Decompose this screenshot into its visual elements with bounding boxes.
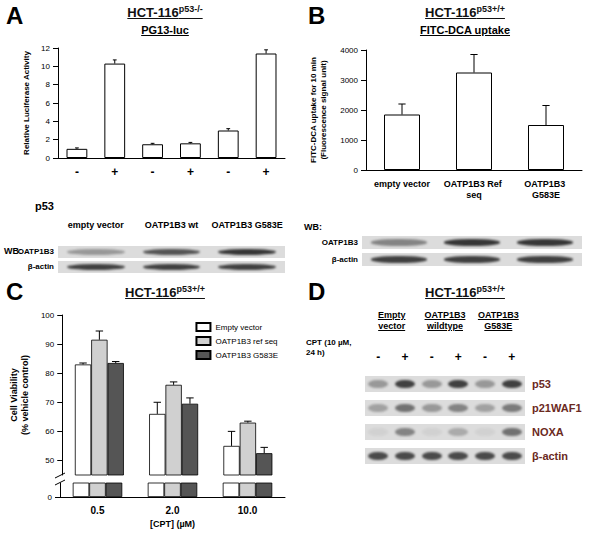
- html-text:HCT-116p53+/+: HCT-116p53+/+: [425, 4, 505, 21]
- html-text:WB:: WB:: [304, 222, 322, 232]
- svg-text:0: 0: [354, 166, 359, 175]
- html-text:FITC-DCA uptake: FITC-DCA uptake: [420, 24, 510, 36]
- svg-text:Cell Viability: Cell Viability: [9, 368, 19, 421]
- svg-text:50: 50: [45, 456, 54, 465]
- svg-text:Empty vector: Empty vector: [215, 323, 262, 332]
- svg-text:10: 10: [41, 62, 50, 71]
- svg-text:empty vector: empty vector: [374, 179, 431, 189]
- svg-text:OATP1B3: OATP1B3: [524, 179, 567, 189]
- svg-text:(Fluorescence signal unit): (Fluorescence signal unit): [319, 60, 328, 159]
- svg-text:0: 0: [48, 493, 53, 502]
- svg-text:70: 70: [45, 398, 54, 407]
- html-text:HCT-116p53-/-: HCT-116p53-/-: [127, 4, 203, 21]
- html-text:OATP1B3 G583E: OATP1B3 G583E: [211, 220, 283, 230]
- svg-text:+: +: [263, 165, 270, 179]
- svg-text:[CPT] (µM): [CPT] (µM): [150, 519, 195, 529]
- html-text:NOXA: NOXA: [532, 426, 564, 438]
- svg-text:4000: 4000: [340, 46, 358, 55]
- svg-text:2.0: 2.0: [166, 505, 180, 516]
- svg-text:0.5: 0.5: [91, 505, 105, 516]
- svg-text:-: -: [226, 165, 230, 179]
- svg-text:OATP1B3 Ref: OATP1B3 Ref: [444, 179, 504, 189]
- svg-text:(% vehicle control): (% vehicle control): [20, 355, 30, 435]
- svg-text:G583E: G583E: [532, 190, 560, 200]
- html-text:Empty vector: Empty vector: [377, 310, 406, 331]
- html-text:OATP1B3 G583E: OATP1B3 G583E: [477, 310, 519, 331]
- svg-text:FITC-DCA uptake for 10 min: FITC-DCA uptake for 10 min: [309, 57, 318, 163]
- html-text:PG13-luc: PG13-luc: [141, 24, 189, 36]
- html-text:B: B: [308, 2, 326, 29]
- html-text:p53: p53: [35, 200, 54, 212]
- html-text:A: A: [6, 2, 24, 29]
- html-text:HCT-116p53+/+: HCT-116p53+/+: [125, 284, 205, 301]
- svg-text:8: 8: [46, 80, 51, 89]
- html-text:D: D: [308, 278, 326, 305]
- svg-text:12: 12: [41, 44, 50, 53]
- svg-text:-: -: [151, 165, 155, 179]
- svg-text:OATP1B3 G583E: OATP1B3 G583E: [215, 351, 278, 360]
- html-text:CPT (10 µM, 24 h): CPT (10 µM, 24 h): [306, 338, 352, 357]
- svg-text:90: 90: [45, 340, 54, 349]
- svg-text:6: 6: [46, 99, 51, 108]
- svg-text:10.0: 10.0: [238, 505, 258, 516]
- svg-text:2: 2: [46, 135, 51, 144]
- html-text:HCT-116p53+/+: HCT-116p53+/+: [425, 284, 505, 301]
- html-text:β-actin: β-actin: [331, 255, 358, 264]
- svg-text:-: -: [75, 165, 79, 179]
- html-text:OATP1B3 wt: OATP1B3 wt: [144, 220, 199, 230]
- html-text:p53: p53: [532, 378, 551, 390]
- svg-text:80: 80: [45, 369, 54, 378]
- svg-text:+: +: [111, 165, 118, 179]
- svg-text:4: 4: [46, 117, 51, 126]
- svg-text:seq: seq: [466, 190, 482, 200]
- html-text:β-actin: β-actin: [27, 262, 54, 271]
- svg-text:OATP1B3 ref seq: OATP1B3 ref seq: [215, 337, 277, 346]
- svg-text:Relative Luciferase Activity: Relative Luciferase Activity: [22, 51, 31, 155]
- html-text:p21WAF1: p21WAF1: [532, 402, 582, 414]
- html-text:β-actin: β-actin: [532, 450, 569, 462]
- html-text:OATP1B3: OATP1B3: [321, 238, 358, 247]
- html-text:empty vector: empty vector: [67, 220, 124, 230]
- html-text:WB:: WB:: [4, 246, 22, 256]
- html-text:OATP1B3: OATP1B3: [17, 247, 54, 256]
- html-text:C: C: [6, 278, 24, 305]
- svg-text:+: +: [187, 165, 194, 179]
- svg-text:100: 100: [41, 311, 55, 320]
- svg-text:0: 0: [46, 154, 51, 163]
- svg-text:2000: 2000: [340, 106, 358, 115]
- svg-text:1000: 1000: [340, 136, 358, 145]
- html-text:OATP1B3 wildtype: OATP1B3 wildtype: [424, 310, 466, 331]
- svg-text:3000: 3000: [340, 76, 358, 85]
- svg-text:60: 60: [45, 427, 54, 436]
